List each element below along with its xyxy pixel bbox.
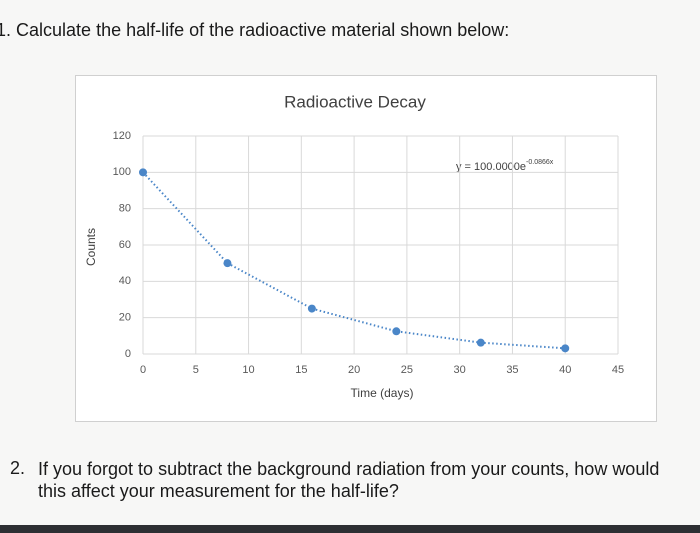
data-point: [392, 327, 401, 336]
y-tick-label: 0: [125, 348, 131, 360]
question-1: 1. Calculate the half-life of the radioa…: [0, 20, 509, 41]
question-2: 2.: [10, 458, 25, 479]
x-tick-label: 40: [559, 364, 571, 376]
y-axis-label: Counts: [84, 228, 98, 266]
data-point: [223, 259, 232, 268]
data-point: [139, 168, 147, 177]
y-tick-label: 100: [113, 166, 131, 178]
y-tick-label: 120: [113, 130, 131, 142]
y-tick-label: 80: [119, 203, 131, 215]
y-tick-label: 40: [119, 275, 131, 287]
data-point: [307, 304, 316, 313]
data-point: [561, 344, 570, 353]
equation-exponent: -0.0866x: [526, 159, 554, 166]
x-tick-label: 5: [193, 364, 199, 376]
bottom-bar: [0, 525, 700, 533]
question-line: this affect your measurement for the hal…: [38, 481, 399, 501]
question-2-text: If you forgot to subtract the background…: [38, 458, 659, 502]
x-tick-label: 0: [140, 364, 146, 376]
x-axis-label: Time (days): [351, 386, 414, 400]
equation: y = 100.0000e-0.0866x: [456, 159, 554, 173]
y-tick-label: 20: [119, 312, 131, 324]
chart-title: Radioactive Decay: [284, 92, 426, 111]
question-number: 2.: [10, 458, 26, 478]
x-tick-label: 15: [295, 364, 307, 376]
data-point: [476, 338, 485, 347]
question-line: If you forgot to subtract the background…: [38, 459, 660, 479]
x-tick-label: 30: [454, 364, 466, 376]
question-number: 1.: [0, 20, 12, 40]
x-tick-label: 20: [348, 364, 360, 376]
equation-base: y = 100.0000e: [456, 161, 526, 173]
x-tick-label: 35: [506, 364, 518, 376]
y-tick-label: 60: [119, 239, 131, 251]
x-tick-label: 10: [242, 364, 254, 376]
chart-frame: [75, 75, 657, 422]
x-tick-label: 45: [612, 364, 624, 376]
x-tick-label: 25: [401, 364, 413, 376]
question-text: Calculate the half-life of the radioacti…: [16, 20, 510, 40]
